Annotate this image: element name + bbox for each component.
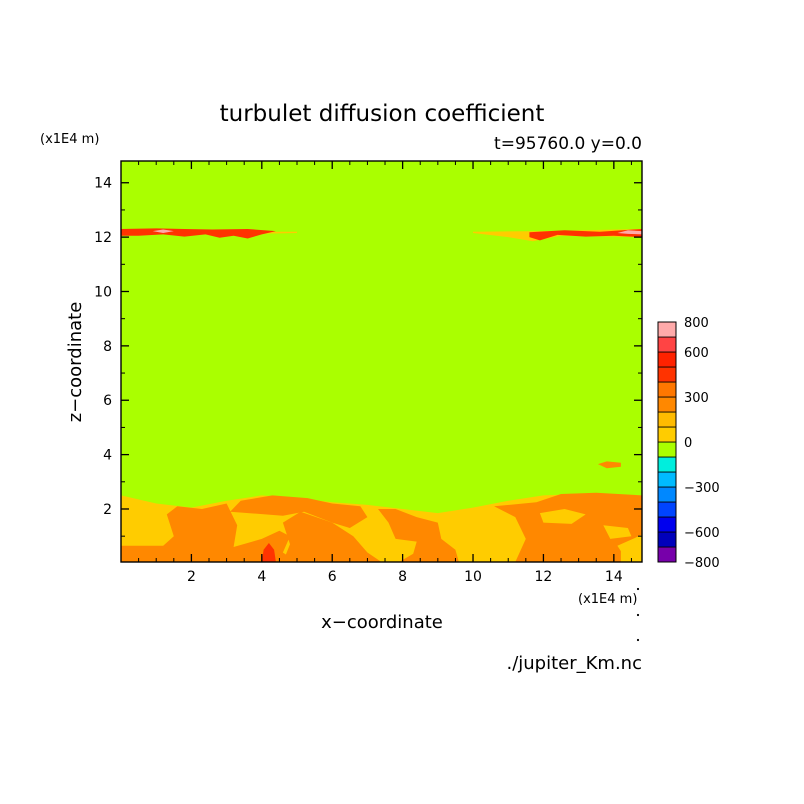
x-axis-label: x−coordinate (321, 612, 443, 633)
contour-region-14 (529, 229, 642, 241)
x-tick-label-5: 12 (535, 569, 553, 585)
y-tick-label-0: 2 (103, 502, 112, 518)
colorbar-swatch-15 (657, 321, 677, 338)
colorbar-swatch-10 (657, 396, 677, 413)
chart-subtitle: t=95760.0 y=0.0 (494, 134, 642, 154)
contour-region-3 (282, 511, 382, 562)
y-tick-label-4: 10 (94, 284, 112, 300)
contour-region-1 (121, 503, 297, 562)
colorbar-label-1: 600 (684, 346, 709, 361)
colorbar: 800 600 300 0 −300 −600 −800 (657, 316, 720, 571)
source-file-label: ./jupiter_Km.nc (506, 653, 642, 674)
colorbar-label-5: −600 (684, 526, 720, 541)
colorbar-swatch-13 (657, 351, 677, 368)
colorbar-label-2: 300 (684, 391, 709, 406)
contour-region-6 (539, 509, 586, 524)
colorbar-label-3: 0 (684, 436, 692, 451)
colorbar-swatch-0 (657, 546, 677, 563)
colorbar-swatch-6 (657, 456, 677, 473)
x-tick-label-0: 2 (187, 569, 196, 585)
contour-region-16 (598, 461, 621, 469)
colorbar-swatch-7 (657, 441, 677, 458)
x-unit-label: (x1E4 m) (578, 592, 637, 607)
contour-region-7 (603, 525, 632, 539)
x-tick-label-2: 6 (328, 569, 337, 585)
colorbar-swatch-4 (657, 486, 677, 503)
x-tick-label-4: 10 (464, 569, 482, 585)
y-tick-label-5: 12 (94, 230, 112, 246)
y-tick-label-1: 4 (103, 448, 112, 464)
colorbar-frame (657, 321, 677, 563)
y-tick-label-3: 8 (103, 339, 112, 355)
colorbar-label-4: −300 (684, 481, 720, 496)
y-axis-label: z−coordinate (65, 302, 86, 423)
colorbar-swatch-5 (657, 471, 677, 488)
contour-region-2 (230, 495, 368, 528)
x-tick-label-3: 8 (398, 569, 407, 585)
contour-region-8 (620, 548, 642, 562)
contour-region-15 (617, 230, 642, 235)
colorbar-swatch-2 (657, 516, 677, 533)
plot-area (121, 161, 642, 562)
x-tick-label-1: 4 (257, 569, 266, 585)
contour-region-5 (494, 492, 642, 562)
colorbar-label-0: 800 (684, 316, 709, 331)
axes: 2 4 6 8 10 12 14 2 4 6 8 10 12 14 (94, 160, 643, 585)
y-unit-label: (x1E4 m) (40, 132, 99, 147)
colorbar-swatch-12 (657, 366, 677, 383)
contour-region-4 (378, 509, 459, 562)
colorbar-label-6: −800 (684, 556, 720, 571)
contour-region-9 (261, 543, 276, 562)
colorbar-swatch-1 (657, 531, 677, 548)
x-tick-label-6: 14 (605, 569, 623, 585)
decoration-marks (636, 587, 640, 642)
y-tick-label-2: 6 (103, 393, 112, 409)
colorbar-swatch-14 (657, 336, 677, 353)
colorbar-swatch-11 (657, 381, 677, 398)
colorbar-swatch-3 (657, 501, 677, 518)
contour-region-12 (152, 229, 174, 233)
colorbar-swatch-9 (657, 411, 677, 428)
plot-frame (120, 160, 643, 563)
y-tick-label-6: 14 (94, 176, 112, 192)
colorbar-swatch-8 (657, 426, 677, 443)
chart-title: turbulet diffusion coefficient (220, 101, 545, 127)
